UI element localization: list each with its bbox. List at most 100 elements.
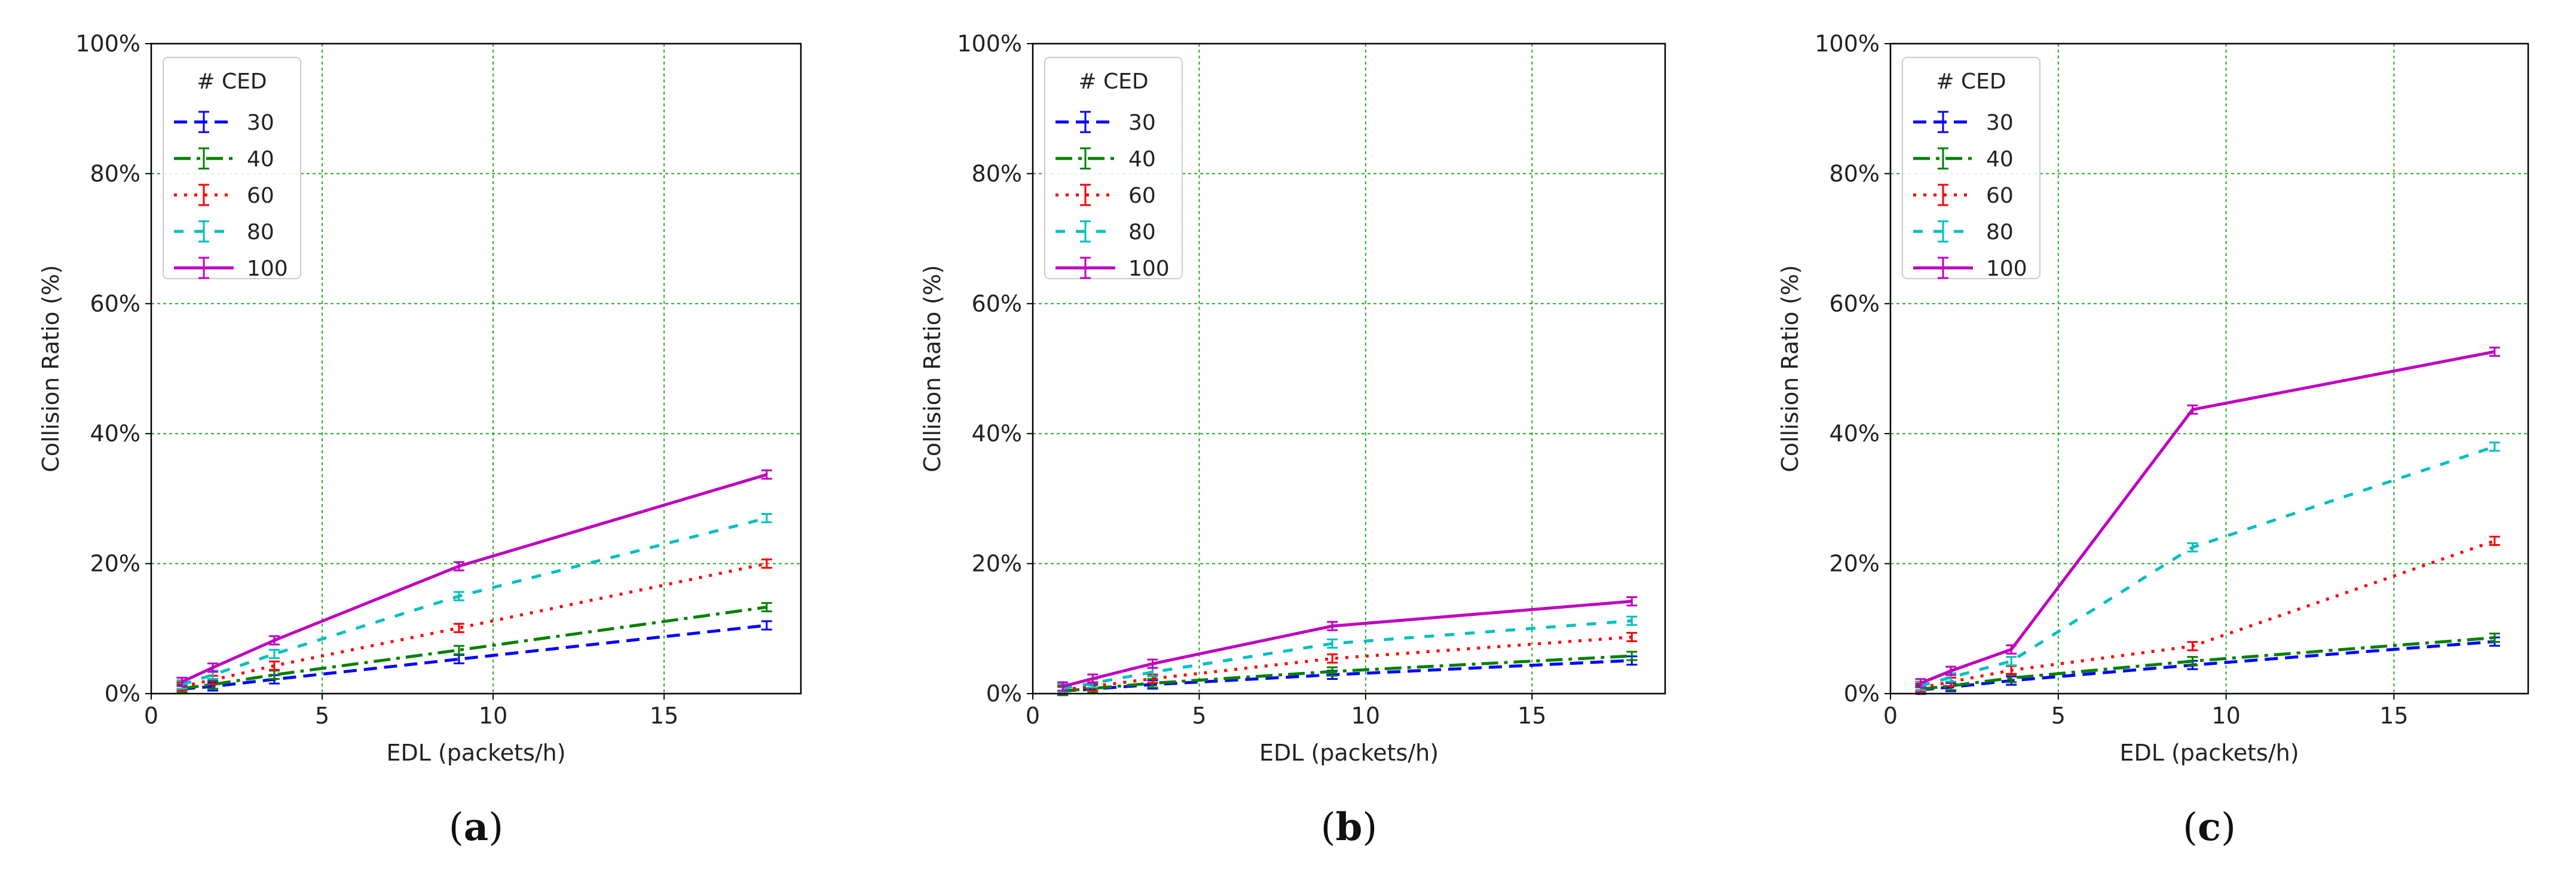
error-bar-40 bbox=[1626, 651, 1638, 661]
legend-label-30: 30 bbox=[1986, 111, 2014, 135]
legend-label-40: 40 bbox=[247, 147, 274, 172]
legend-label-100: 100 bbox=[1128, 257, 1170, 281]
error-bar-60 bbox=[2489, 536, 2500, 547]
legend-label-60: 60 bbox=[1986, 184, 2014, 208]
legend-label-60: 60 bbox=[247, 184, 274, 208]
error-bar-100 bbox=[268, 635, 280, 646]
error-bar-100 bbox=[176, 676, 188, 687]
panel-label-paren: ( bbox=[1321, 805, 1336, 850]
legend-title: # CED bbox=[1078, 69, 1148, 94]
x-tick-label: 0 bbox=[144, 703, 158, 729]
panel-label-letter: a bbox=[464, 805, 488, 850]
y-tick-label: 60% bbox=[972, 291, 1022, 317]
legend-title: # CED bbox=[197, 69, 267, 94]
legend: # CED 30 40 60 80 100 bbox=[163, 57, 301, 281]
panel-c: 0 5 10 15 0% 20% 40% 60% 80% 100% EDL (packets/h) C… bbox=[1777, 30, 2529, 850]
x-tick-label: 15 bbox=[1518, 703, 1546, 729]
legend-label-100: 100 bbox=[247, 257, 288, 281]
y-axis-label: Collision Ratio (%) bbox=[1777, 265, 1803, 472]
y-tick-label: 100% bbox=[957, 30, 1022, 57]
panel-label: (b) bbox=[1321, 805, 1378, 850]
series-line-80 bbox=[1062, 619, 1632, 690]
series-line-80 bbox=[181, 517, 767, 686]
x-tick-label: 5 bbox=[2051, 703, 2066, 729]
y-tick-label: 20% bbox=[1829, 551, 1880, 577]
legend-label-80: 80 bbox=[247, 220, 274, 245]
legend-label-100: 100 bbox=[1986, 257, 2027, 281]
error-bar-100 bbox=[2006, 644, 2017, 655]
x-tick-label: 5 bbox=[1192, 703, 1206, 729]
axes-frame bbox=[1032, 42, 1666, 695]
y-axis-label: Collision Ratio (%) bbox=[38, 265, 64, 472]
y-tick-label: 40% bbox=[90, 420, 140, 447]
y-tick-label: 0% bbox=[986, 680, 1022, 707]
error-bar-80 bbox=[2187, 542, 2198, 553]
legend-label-30: 30 bbox=[247, 111, 274, 135]
error-bar-100 bbox=[761, 469, 772, 480]
panel-label-paren: ) bbox=[488, 805, 503, 850]
panel-a: 0 5 10 15 0% 20% 40% 60% 80% 100% EDL (packets/h) C… bbox=[38, 30, 802, 850]
y-tick-label: 80% bbox=[90, 160, 140, 187]
y-tick-label: 60% bbox=[1829, 291, 1880, 317]
error-bar-100 bbox=[207, 663, 218, 673]
y-tick-label: 20% bbox=[972, 551, 1022, 577]
error-bar-40 bbox=[2489, 633, 2500, 643]
y-tick-label: 40% bbox=[972, 420, 1022, 447]
error-bar-30 bbox=[761, 620, 772, 631]
error-bar-60 bbox=[761, 558, 772, 569]
error-bar-80 bbox=[453, 591, 464, 602]
axes-frame bbox=[1889, 42, 2529, 695]
error-bar-100 bbox=[1057, 681, 1069, 692]
y-tick-label: 20% bbox=[90, 551, 140, 577]
x-tick-label: 0 bbox=[1883, 703, 1898, 729]
x-tick-label: 15 bbox=[2379, 703, 2408, 729]
legend-label-40: 40 bbox=[1128, 147, 1156, 172]
error-bar-80 bbox=[761, 513, 772, 524]
error-bar-80 bbox=[268, 649, 280, 660]
legend-title: # CED bbox=[1936, 69, 2006, 94]
legend: # CED 30 40 60 80 100 bbox=[1044, 57, 1183, 281]
x-tick-label: 15 bbox=[650, 703, 678, 729]
error-bar-100 bbox=[1327, 621, 1338, 631]
x-tick-label: 10 bbox=[2211, 703, 2240, 729]
legend-label-30: 30 bbox=[1128, 111, 1156, 135]
panel-b: 0 5 10 15 0% 20% 40% 60% 80% 100% EDL (packets/h) C… bbox=[919, 30, 1666, 850]
error-bar-40 bbox=[761, 602, 772, 612]
x-tick-label: 10 bbox=[1351, 703, 1380, 729]
error-bar-40 bbox=[1327, 666, 1338, 677]
error-bar-60 bbox=[268, 660, 280, 671]
error-bar-60 bbox=[2187, 641, 2198, 652]
y-tick-label: 60% bbox=[90, 291, 140, 317]
y-axis-label: Collision Ratio (%) bbox=[919, 265, 946, 472]
error-bar-100 bbox=[1087, 673, 1099, 684]
series-line-60 bbox=[181, 562, 767, 688]
error-bar-60 bbox=[1327, 653, 1338, 664]
y-tick-label: 80% bbox=[1829, 160, 1880, 187]
series-line-80 bbox=[1920, 445, 2495, 688]
legend: # CED 30 40 60 80 100 bbox=[1902, 57, 2040, 281]
axes-frame bbox=[150, 42, 802, 695]
panel-label-letter: c bbox=[2198, 805, 2221, 850]
panel-label-paren: ( bbox=[2183, 805, 2198, 850]
legend-label-40: 40 bbox=[1986, 147, 2014, 172]
y-tick-label: 80% bbox=[972, 160, 1022, 187]
legend-label-80: 80 bbox=[1128, 220, 1156, 245]
y-tick-label: 100% bbox=[1815, 30, 1880, 57]
legend-label-60: 60 bbox=[1128, 184, 1156, 208]
x-axis-label: EDL (packets/h) bbox=[2119, 740, 2299, 766]
error-bar-100 bbox=[1626, 596, 1638, 607]
error-bar-40 bbox=[2187, 656, 2198, 667]
error-bar-60 bbox=[1626, 631, 1638, 642]
x-axis-label: EDL (packets/h) bbox=[386, 740, 565, 766]
error-bar-100 bbox=[2187, 404, 2198, 415]
y-tick-label: 0% bbox=[105, 680, 140, 707]
error-bar-80 bbox=[1626, 615, 1638, 626]
panel-label-paren: ) bbox=[2221, 805, 2236, 850]
error-bar-100 bbox=[1915, 678, 1926, 689]
y-tick-label: 0% bbox=[1844, 680, 1880, 707]
panel-label-letter: b bbox=[1336, 805, 1363, 850]
panel-label-paren: ( bbox=[449, 805, 464, 850]
y-tick-label: 100% bbox=[75, 30, 140, 57]
error-bar-80 bbox=[2006, 656, 2017, 667]
